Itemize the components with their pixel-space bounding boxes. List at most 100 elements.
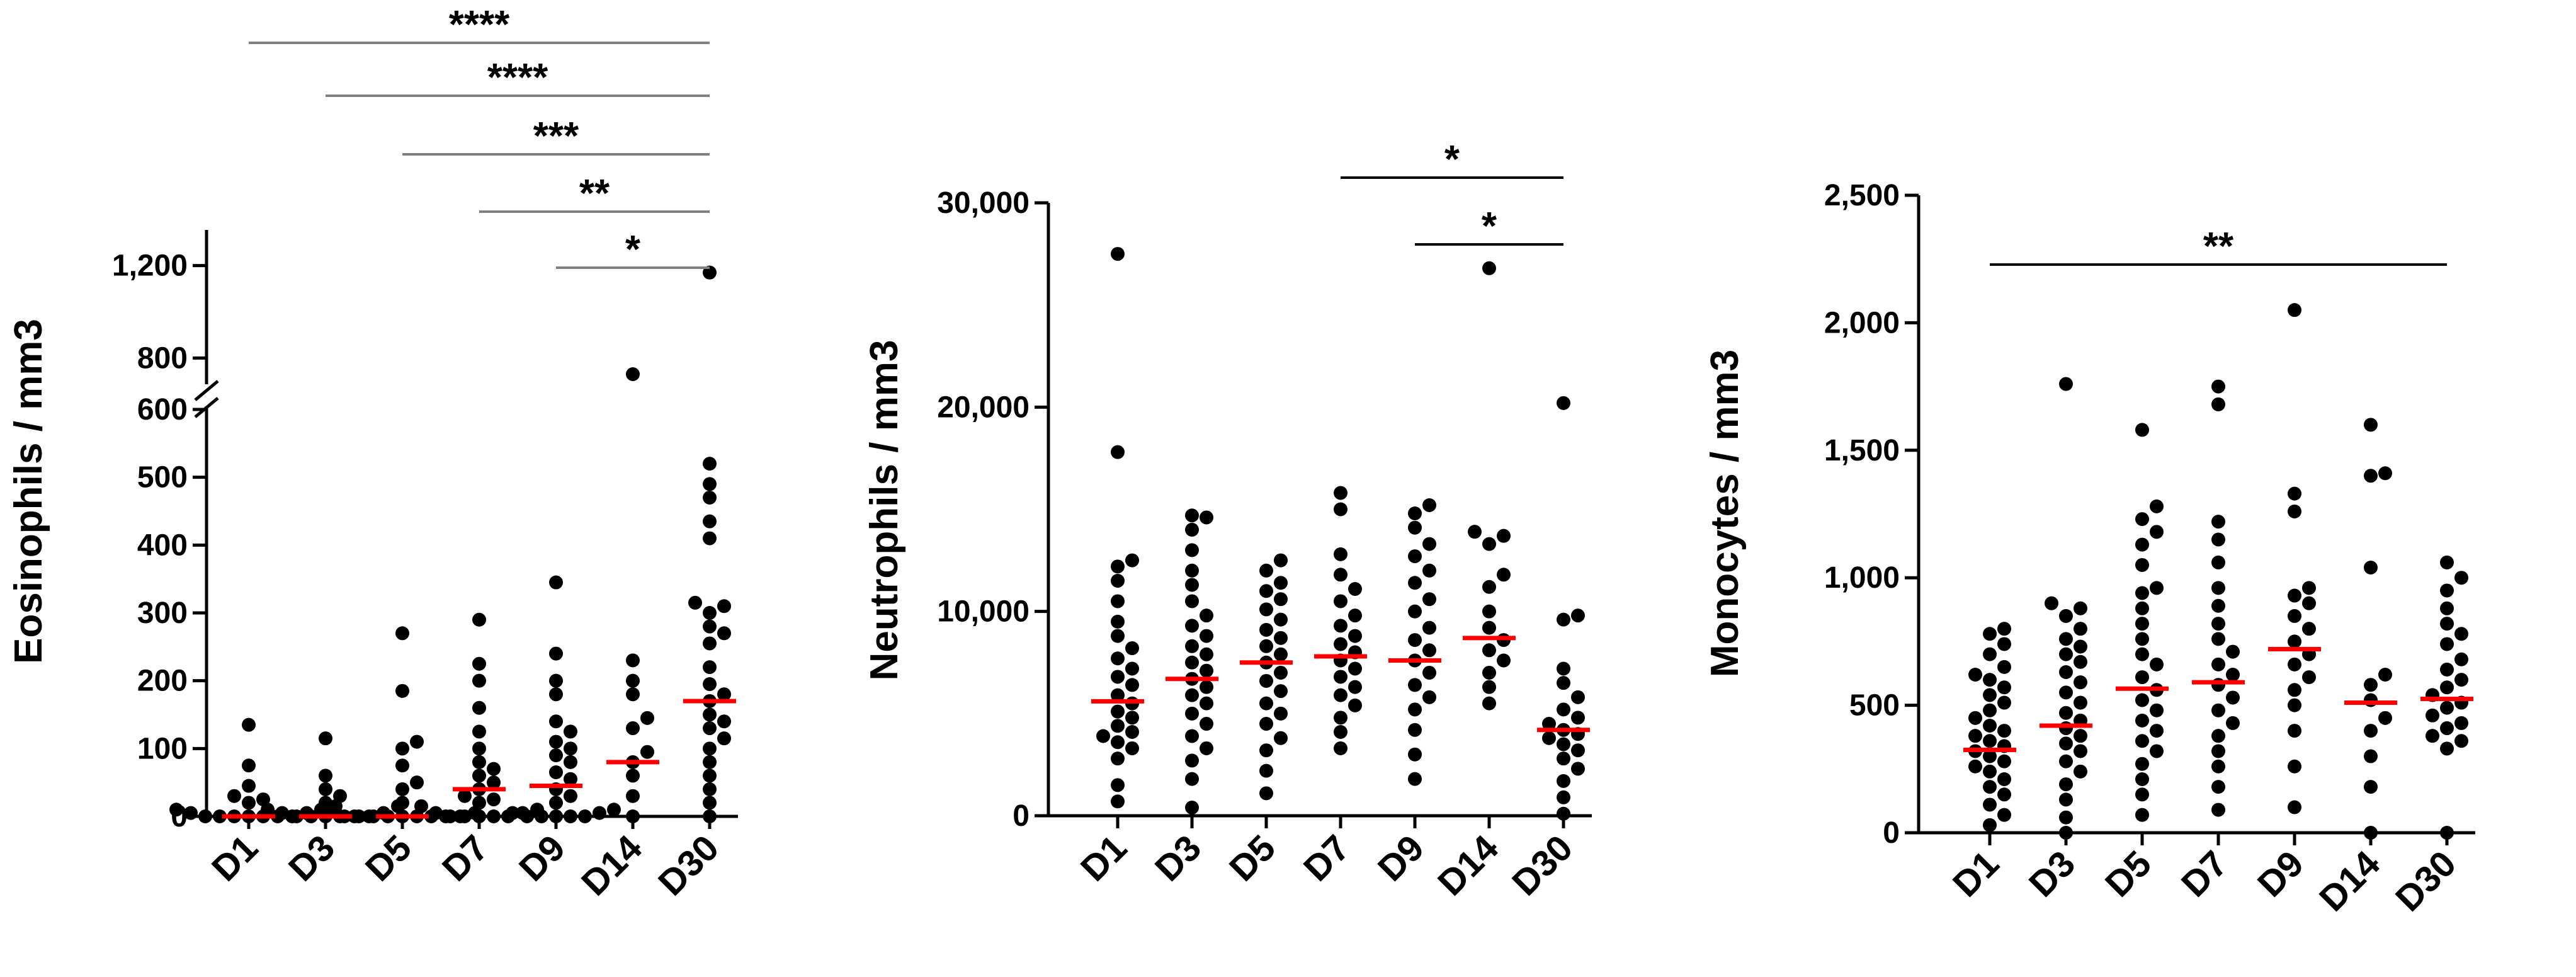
data-point [1482, 537, 1496, 551]
data-point [169, 803, 183, 817]
data-point [626, 653, 640, 668]
data-point [1125, 741, 1139, 755]
y-tick-label: 1,000 [1824, 561, 1900, 595]
data-point [2059, 665, 2073, 679]
data-point [1185, 753, 1199, 768]
data-point [1111, 794, 1125, 809]
data-point [2135, 512, 2149, 527]
data-point [2378, 711, 2392, 725]
data-point [472, 768, 486, 783]
data-point [2059, 777, 2073, 792]
data-point [1408, 506, 1422, 520]
significance-label: * [1444, 138, 1460, 181]
data-point [564, 741, 577, 756]
axis-break-mark [194, 380, 219, 401]
data-point [1983, 647, 1997, 661]
y-tick-label: 1,200 [112, 249, 188, 283]
data-point [319, 782, 332, 796]
data-point [2150, 581, 2164, 595]
data-point [578, 809, 592, 823]
data-point [1408, 549, 1422, 564]
data-point [1125, 725, 1139, 740]
data-point [443, 809, 457, 823]
data-point [487, 809, 501, 823]
data-point [564, 809, 577, 823]
data-point [2211, 515, 2225, 529]
data-point [2211, 657, 2225, 671]
data-point [1334, 725, 1348, 740]
data-point [1334, 619, 1348, 633]
data-point [2440, 617, 2454, 631]
data-point [1557, 774, 1570, 788]
data-point [2440, 700, 2454, 715]
data-point [703, 809, 717, 823]
data-point [1571, 711, 1585, 725]
data-point [1557, 661, 1570, 676]
data-point [1997, 787, 2011, 802]
data-point [395, 741, 409, 756]
data-point [703, 265, 717, 280]
data-point [2454, 652, 2468, 666]
data-point [1274, 684, 1288, 699]
data-point [1334, 547, 1348, 561]
data-point [1111, 719, 1125, 733]
data-point [1259, 622, 1273, 637]
data-point [1125, 641, 1139, 656]
data-point [2288, 698, 2301, 712]
data-point [429, 806, 443, 820]
data-point [1983, 627, 1997, 641]
data-point [1111, 594, 1125, 608]
x-tick-label: D9 [511, 827, 573, 889]
data-point [1274, 706, 1288, 721]
data-point [703, 796, 717, 810]
data-point [2288, 486, 2301, 501]
y-axis-label: Neutrophils / mm3 [863, 340, 906, 681]
data-point [2135, 757, 2149, 771]
x-tick-label: D5 [358, 827, 419, 889]
data-point [1185, 801, 1199, 815]
data-point [1983, 749, 1997, 763]
data-point [472, 809, 486, 823]
significance-label: ** [2203, 225, 2234, 268]
data-point [261, 803, 275, 817]
y-tick-label: 400 [137, 528, 188, 562]
data-point [1111, 614, 1125, 629]
data-point [2364, 678, 2378, 692]
significance-label: **** [449, 3, 510, 47]
data-point [626, 687, 640, 702]
data-point [2302, 622, 2316, 636]
data-point [1125, 553, 1139, 568]
x-tick-label: D7 [2174, 843, 2235, 905]
x-tick-label: D14 [574, 827, 650, 903]
data-point [2378, 668, 2392, 682]
data-point [2440, 680, 2454, 695]
data-point [1497, 653, 1511, 668]
data-point [2364, 469, 2378, 483]
data-point [290, 809, 304, 823]
data-point [2211, 803, 2225, 817]
data-point [2211, 598, 2225, 613]
data-point [1111, 574, 1125, 588]
data-point [1983, 734, 1997, 748]
data-point [1997, 808, 2011, 822]
data-point [1557, 612, 1570, 627]
data-point [1557, 790, 1570, 804]
data-point [2045, 596, 2058, 610]
data-point [703, 677, 717, 692]
data-point [2211, 759, 2225, 774]
data-point [1408, 633, 1422, 648]
data-point [1185, 578, 1199, 592]
data-point [1997, 772, 2011, 786]
data-point [2288, 683, 2301, 697]
data-point [2211, 729, 2225, 743]
data-point [2135, 693, 2149, 707]
data-point [319, 731, 332, 746]
y-tick-label: 200 [137, 665, 188, 698]
data-point [1259, 563, 1273, 578]
data-point [703, 636, 717, 651]
data-point [1200, 647, 1213, 661]
data-point [1259, 763, 1273, 778]
data-point [1111, 651, 1125, 666]
